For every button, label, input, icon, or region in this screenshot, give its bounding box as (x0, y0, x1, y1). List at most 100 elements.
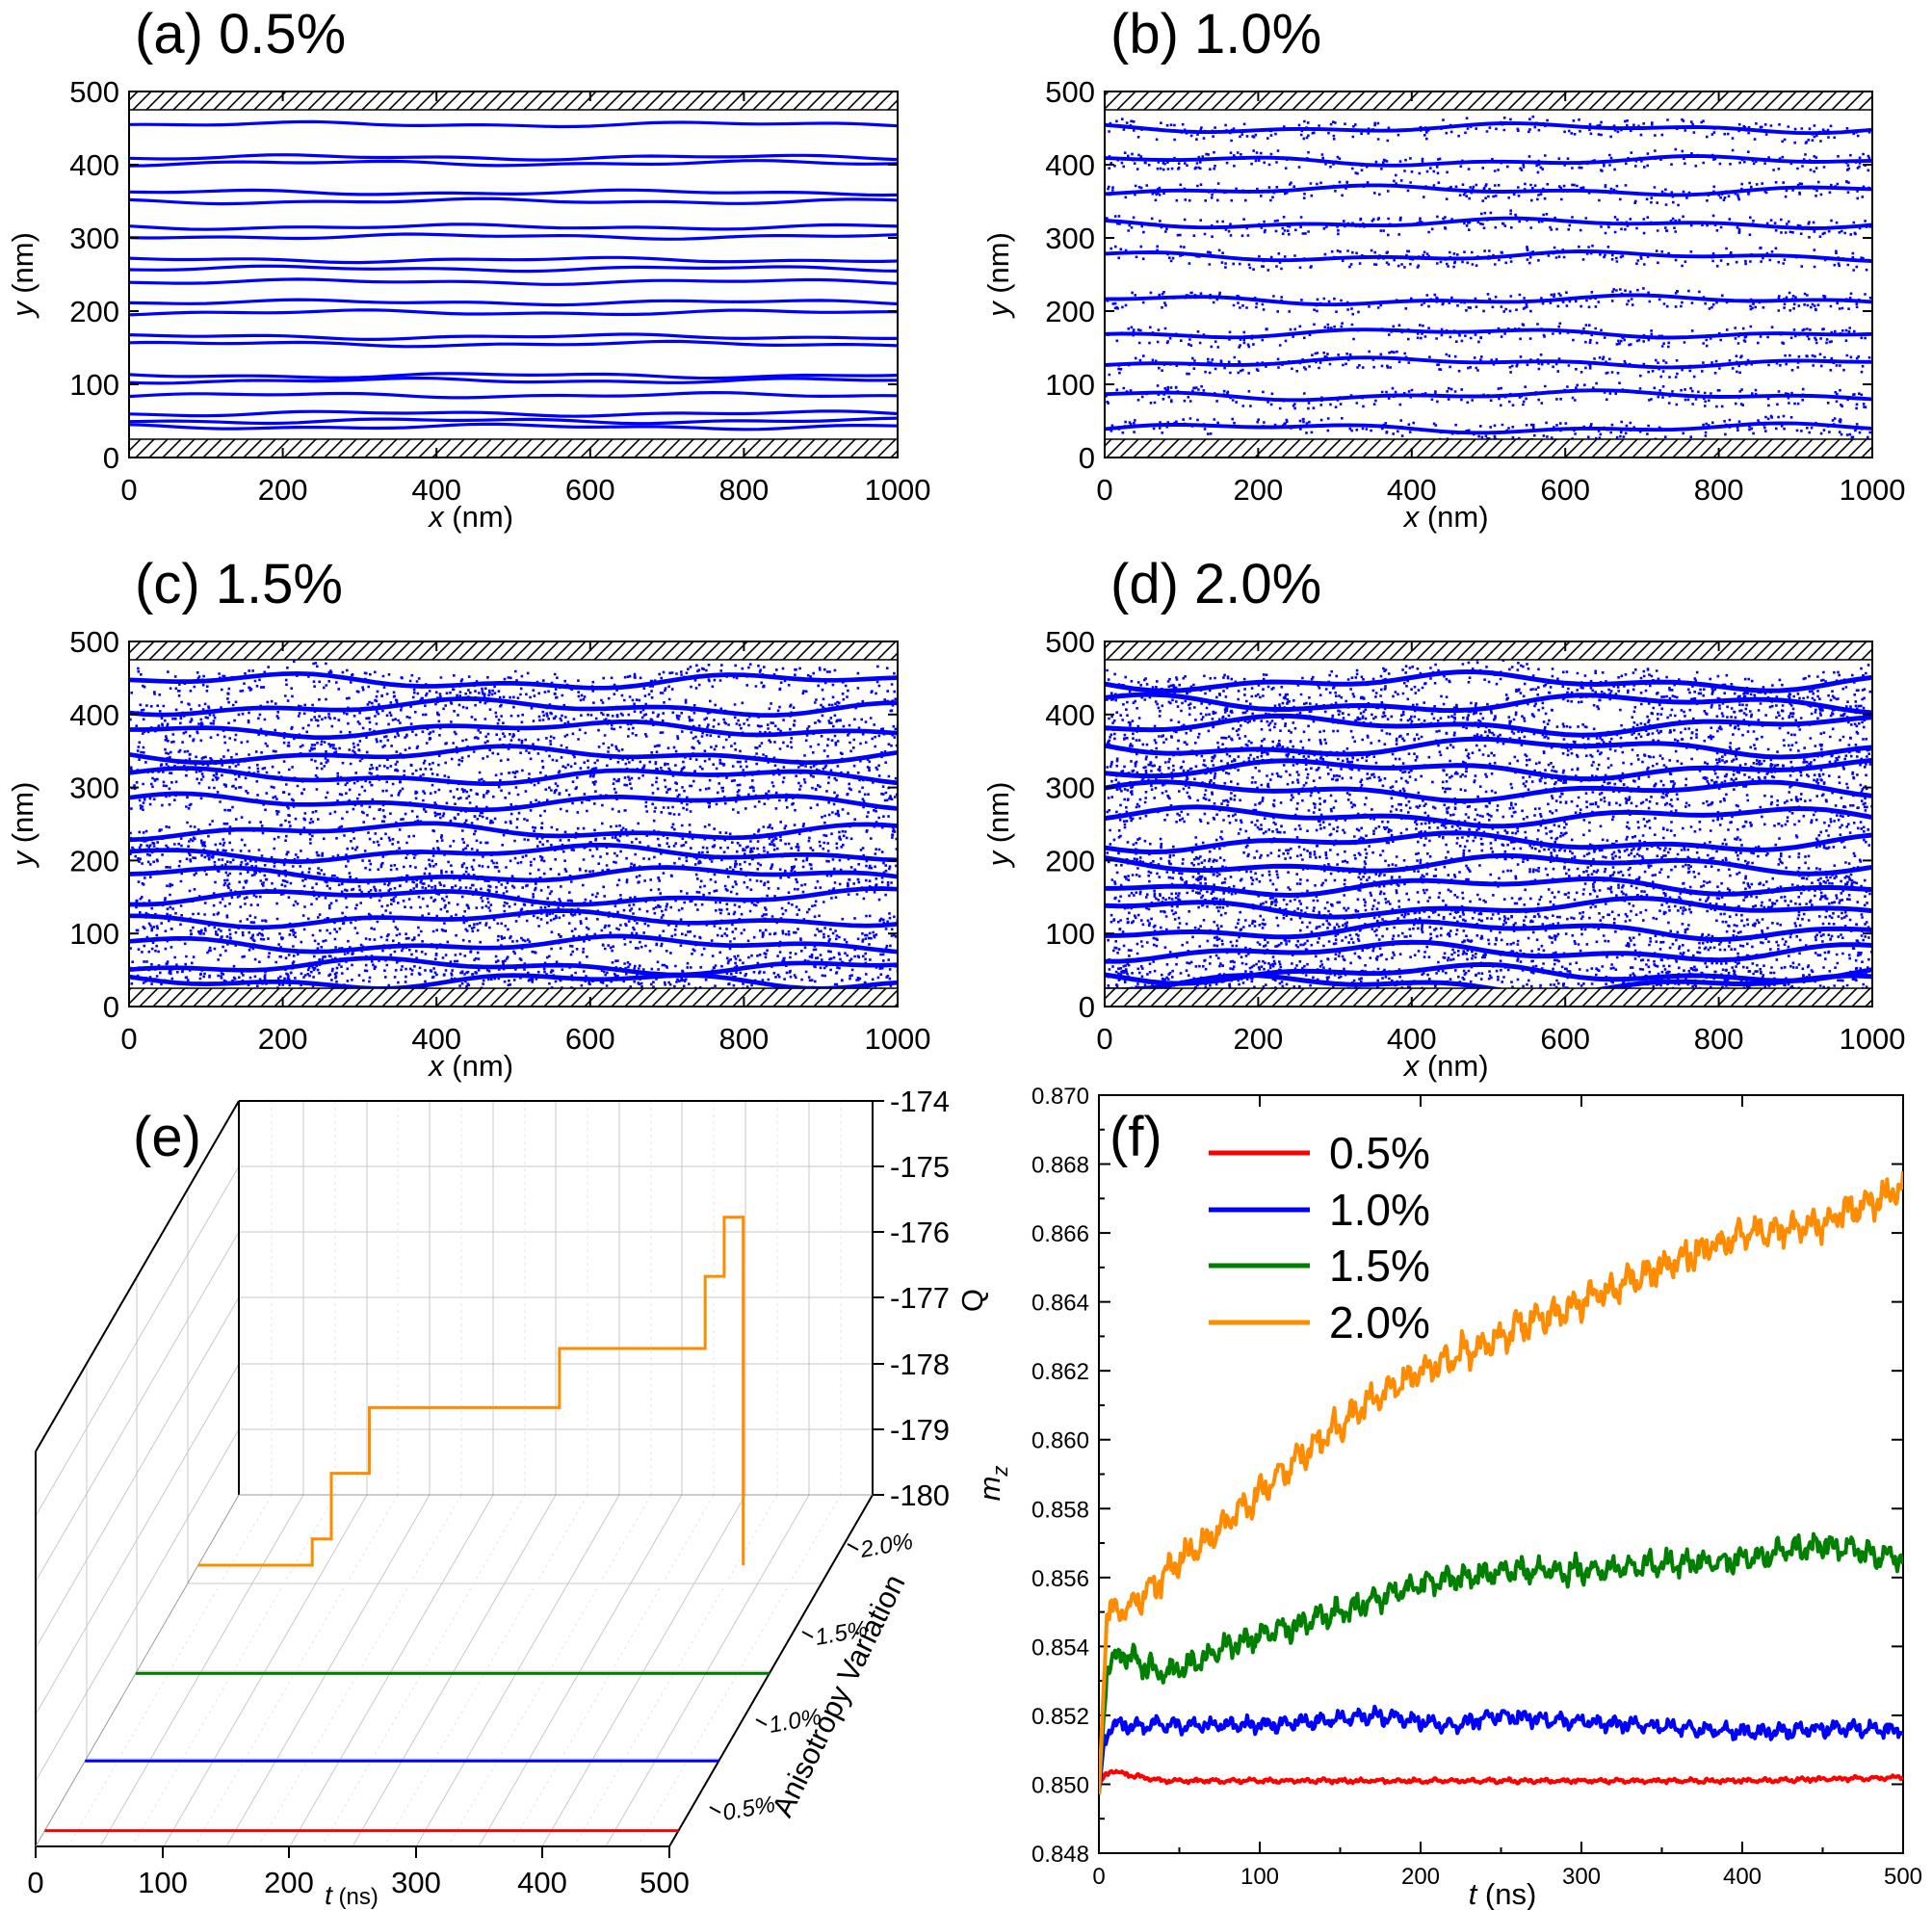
y-tick-label: 300 (69, 772, 119, 805)
y-tick-label: 400 (1045, 148, 1095, 182)
wall-hatch (1104, 641, 1873, 661)
y-tick-label: 300 (69, 222, 119, 255)
f-y-tick-label: 0.848 (1031, 1842, 1089, 1868)
x-axis-label: x (nm) (1402, 1049, 1489, 1083)
y-axis-label-var: y (6, 849, 39, 868)
y-tick-label: 500 (69, 75, 119, 109)
stripe-line (129, 255, 898, 265)
f-y-tick-label: 0.868 (1031, 1153, 1089, 1179)
y-axis-label-unit: (nm) (981, 782, 1015, 851)
stripe-line (129, 298, 898, 307)
y-axis-label-var: y (6, 300, 39, 319)
panel-e-xtick: 0 (27, 1866, 43, 1899)
panel-e-back-minor (271, 1101, 842, 1495)
y-tick-label: 200 (1045, 844, 1095, 877)
y-axis-label: y (nm) (981, 232, 1015, 319)
stripe-core (129, 955, 898, 978)
panel-b-frame (1104, 91, 1873, 458)
x-axis-label-unit: (nm) (1419, 500, 1488, 534)
stripe-core (129, 766, 898, 787)
x-tick-label: 200 (258, 1022, 308, 1056)
f-y-tick-label: 0.858 (1031, 1497, 1089, 1523)
panel-e-xtick: 200 (264, 1866, 314, 1899)
panel-e-ztick: -175 (890, 1150, 950, 1184)
stripe-core (129, 908, 898, 930)
panel-e-ztick: -177 (890, 1281, 950, 1315)
panel-f-series-1-5pct (1099, 1531, 1903, 1795)
x-axis-label-var: x (427, 500, 445, 534)
stripe-core (129, 744, 898, 766)
stripe-core (1105, 939, 1872, 964)
stripe-dots (1106, 746, 1872, 796)
f-y-tick-label: 0.866 (1031, 1221, 1089, 1247)
stripe-line (129, 264, 898, 274)
f-y-tick-label: 0.862 (1031, 1359, 1089, 1385)
x-tick-label: 200 (1234, 1022, 1284, 1056)
panel-e-xticks: 0 100 200 300 400 500 (27, 1866, 689, 1899)
y-tick-label: 100 (1045, 368, 1095, 402)
panel-a-stripes (129, 119, 898, 432)
stripe-core (129, 933, 898, 955)
stripe-core (1105, 355, 1872, 370)
y-tick-label: 500 (69, 625, 119, 659)
x-axis-label-var: x (427, 1049, 445, 1083)
panel-e: (e) -174 -175 -176 -177 -178 -179 -180 Q… (27, 1085, 989, 1910)
stripe-dots (1105, 209, 1872, 239)
wall-hatch (1104, 91, 1873, 111)
stripe-core (1105, 713, 1872, 738)
panel-e-back-grid (239, 1101, 873, 1495)
x-axis-label-var: x (1402, 1049, 1421, 1083)
panel-f-title: (f) (1110, 1106, 1162, 1168)
stripe-dots (1106, 818, 1872, 869)
panel-e-ztick: -176 (890, 1216, 950, 1249)
stripe-core (1105, 779, 1872, 804)
panel-a: (a) 0.5% 0 200 400 600 800 1000 0 100 200 300 400 5… (6, 3, 930, 534)
stripe-line (129, 409, 898, 418)
x-tick-label: 800 (719, 1022, 770, 1056)
x-tick-label: 600 (565, 1022, 615, 1056)
panel-b: (b) 1.0% 0 200 400 600 800 1000 0 100 200 300 400 5… (981, 3, 1905, 534)
panel-a-frame (128, 91, 899, 458)
f-x-tick-label: 0 (1092, 1864, 1105, 1890)
panel-f-ylabel: mz (973, 1466, 1012, 1502)
x-axis-label: x (nm) (427, 500, 513, 534)
x-tick-label: 1000 (1840, 1022, 1906, 1056)
panel-d: (d) 2.0% 0 200 400 600 800 1000 0 100 200 300 400 5… (981, 553, 1905, 1083)
x-tick-label: 1000 (1840, 473, 1906, 507)
stripe-dots (130, 962, 898, 1004)
wall-hatch (128, 641, 899, 661)
stripe-line (129, 277, 898, 286)
panel-f-ylabel-sub: z (988, 1466, 1012, 1478)
stripe-dots (129, 733, 898, 779)
f-x-tick-label: 200 (1401, 1864, 1440, 1890)
x-tick-label: 600 (1540, 473, 1590, 507)
stripe-core (1105, 183, 1872, 197)
wall-hatch (1104, 438, 1873, 458)
panel-e-xlabel: t (ns) (325, 1880, 379, 1910)
panel-e-q-ticks (873, 1100, 884, 1496)
f-y-tick-label: 0.854 (1031, 1635, 1089, 1661)
x-tick-label: 800 (1694, 473, 1744, 507)
stripe-core (1105, 692, 1872, 716)
x-axis-label-var: x (1402, 500, 1421, 534)
legend-label-2-0: 2.0% (1329, 1297, 1430, 1347)
panel-d-title: (d) 2.0% (1110, 553, 1321, 615)
panel-e-xtick: 100 (138, 1866, 188, 1899)
x-tick-label: 400 (1387, 1022, 1437, 1056)
stripe-line (129, 332, 898, 342)
legend-label-1-5: 1.5% (1329, 1241, 1430, 1291)
x-tick-label: 1000 (865, 1022, 931, 1056)
x-tick-label: 1000 (865, 473, 931, 507)
x-tick-label: 200 (1234, 473, 1284, 507)
stripe-core (1105, 919, 1872, 943)
panel-f-legend: 0.5% 1.0% 1.5% 2.0% (1209, 1128, 1430, 1347)
panel-e-xtick: 400 (517, 1866, 567, 1899)
y-tick-label: 0 (1079, 990, 1095, 1024)
panel-e-ztick: -180 (890, 1478, 950, 1512)
y-axis-label: y (nm) (981, 782, 1015, 869)
stripe-line (129, 159, 898, 168)
f-y-tick-label: 0.860 (1031, 1428, 1089, 1454)
x-tick-label: 0 (1096, 1022, 1112, 1056)
panel-e-xlabel-var: t (325, 1880, 333, 1910)
